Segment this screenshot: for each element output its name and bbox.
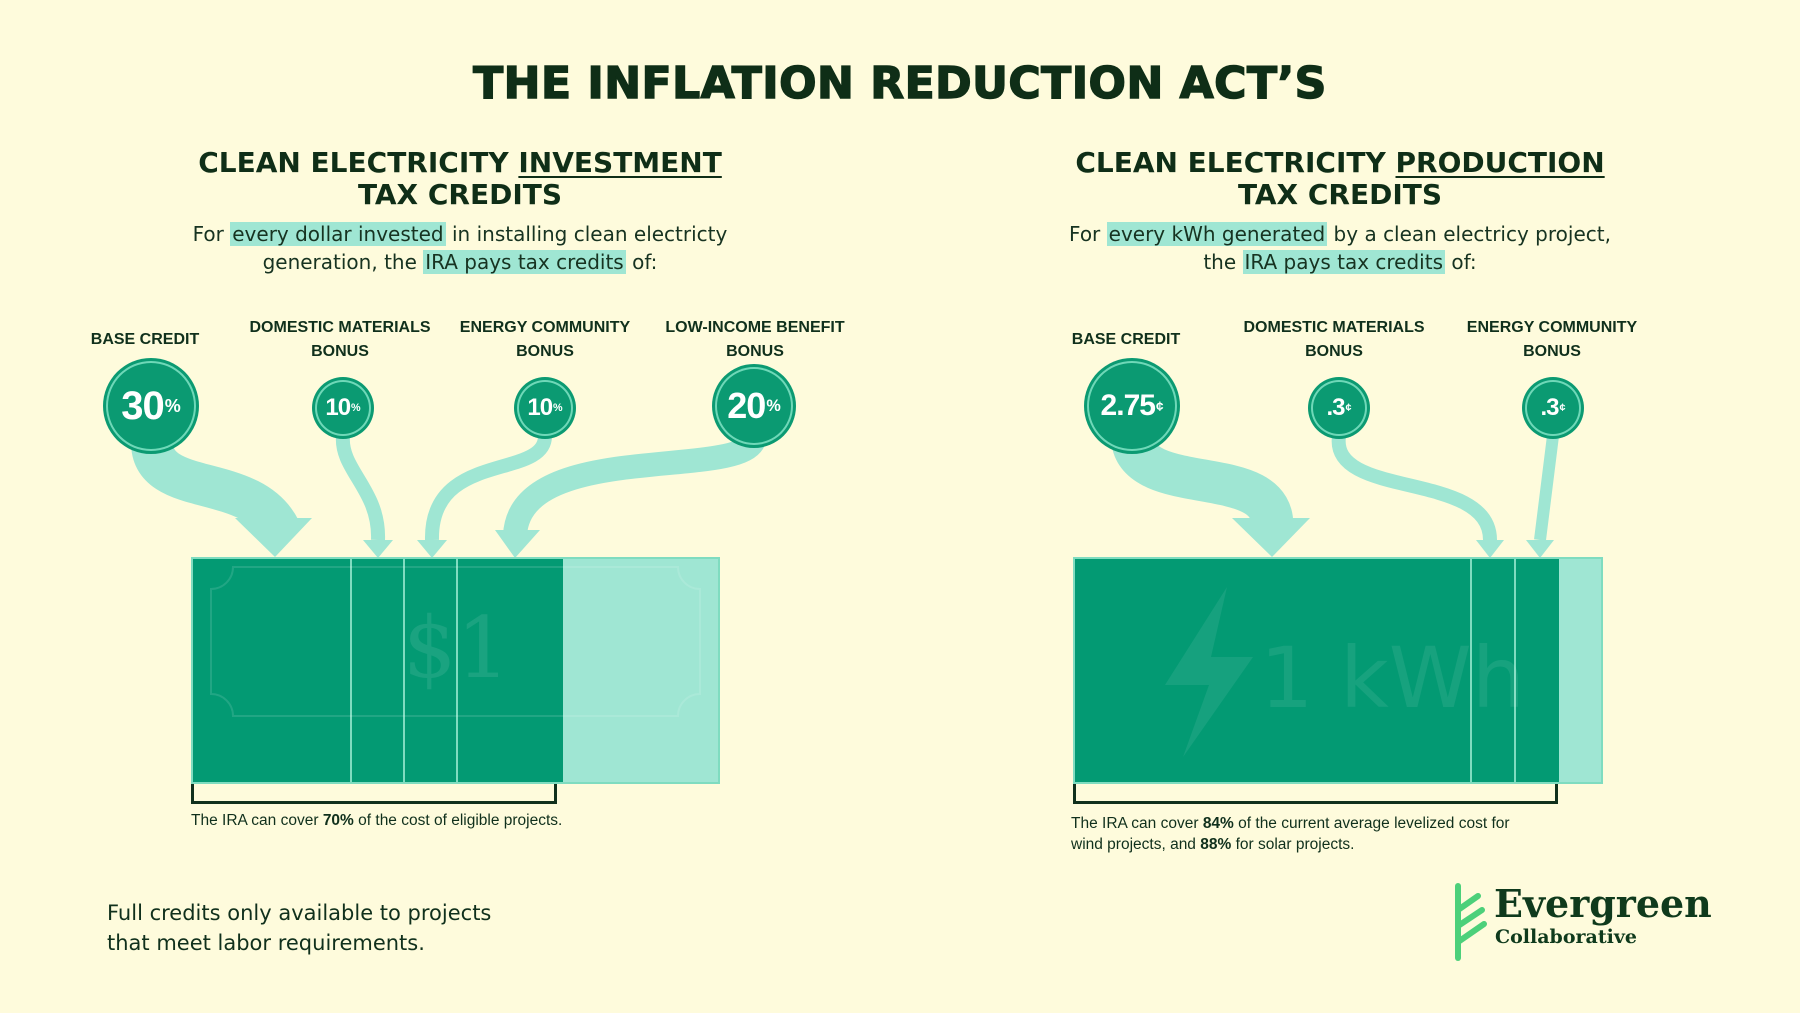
investment-coverage-bracket <box>191 784 557 804</box>
credit-circle-energy-community: .3 ¢ <box>1525 380 1581 436</box>
investment-flow-arrows-icon <box>131 433 766 558</box>
label-line: DOMESTIC MATERIALS <box>1243 319 1425 336</box>
credit-circle-base: 2.75 ¢ <box>1087 361 1177 451</box>
intro-text: of: <box>625 250 658 274</box>
credit-label-base: BASE CREDIT <box>1051 328 1201 352</box>
investment-covered-fill <box>193 559 563 782</box>
label-line: BONUS <box>1305 343 1363 360</box>
production-heading: CLEAN ELECTRICITY PRODUCTION TAX CREDITS <box>1040 147 1640 211</box>
investment-heading: CLEAN ELECTRICITY INVESTMENT TAX CREDITS <box>160 147 760 211</box>
lightning-bolt-icon <box>1165 587 1253 757</box>
production-heading-prefix: CLEAN ELECTRICITY <box>1075 146 1396 179</box>
credit-unit: % <box>351 402 361 414</box>
credit-value: .3 <box>1540 394 1559 421</box>
note-text: The IRA can cover <box>1071 815 1203 832</box>
credit-circle-domestic: .3 ¢ <box>1311 380 1367 436</box>
label-line: LOW-INCOME BENEFIT <box>665 319 845 336</box>
label-line: ENERGY COMMUNITY <box>459 319 631 336</box>
footer-line: that meet labor requirements. <box>107 931 425 955</box>
note-bold: 88% <box>1200 836 1232 853</box>
label-line: BONUS <box>1523 343 1581 360</box>
dollar-watermark: $1 <box>403 599 510 697</box>
credit-unit: ¢ <box>1559 402 1566 414</box>
credit-circle-base: 30% <box>106 361 196 451</box>
production-heading-emphasis: PRODUCTION <box>1395 146 1605 179</box>
credit-value: 20 <box>727 385 766 426</box>
segment-divider <box>1470 559 1472 782</box>
segment-divider <box>1514 559 1516 782</box>
production-covered-fill <box>1075 559 1559 782</box>
note-bold: 84% <box>1202 815 1234 832</box>
segment-divider <box>350 559 352 782</box>
intro-text: in installing clean electricty <box>445 222 728 246</box>
credit-unit: ¢ <box>1345 402 1352 414</box>
credit-unit: % <box>164 395 181 416</box>
label-line: DOMESTIC MATERIALS <box>249 319 431 336</box>
label-line: BASE CREDIT <box>1071 331 1181 348</box>
credit-circle-domestic: 10% <box>315 380 371 436</box>
note-text: of the cost of eligible projects. <box>353 812 563 829</box>
kwh-watermark: 1 kWh <box>1260 629 1526 727</box>
label-line: ENERGY COMMUNITY <box>1466 319 1638 336</box>
intro-text: of: <box>1445 250 1477 274</box>
intro-text: For <box>192 222 231 246</box>
investment-intro: For every dollar invested in installing … <box>140 220 780 276</box>
note-bold: 70% <box>322 812 354 829</box>
labor-requirements-note: Full credits only available to projects … <box>107 898 491 958</box>
page-title: THE INFLATION REDUCTION ACT’S <box>472 57 1327 110</box>
credit-unit: ¢ <box>1155 398 1164 414</box>
credit-value: .3 <box>1326 394 1345 421</box>
production-heading-line2: TAX CREDITS <box>1237 178 1443 211</box>
evergreen-branch-icon <box>1455 883 1487 961</box>
credit-label-base: BASE CREDIT <box>70 328 220 352</box>
credit-unit: % <box>553 402 563 414</box>
intro-text: by a clean electricy project, <box>1327 222 1611 246</box>
production-coverage-bracket <box>1073 784 1558 804</box>
label-line: BONUS <box>516 343 574 360</box>
label-line: BASE CREDIT <box>90 331 200 348</box>
intro-text: the <box>1203 250 1243 274</box>
credit-unit: % <box>766 396 781 415</box>
credit-value: 30 <box>121 383 164 428</box>
logo-name: Evergreen <box>1494 881 1712 926</box>
note-text: for solar projects. <box>1231 836 1355 853</box>
logo-sub: Collaborative <box>1495 926 1637 948</box>
production-intro: For every kWh generated by a clean elect… <box>1020 220 1660 276</box>
investment-heading-emphasis: INVESTMENT <box>518 146 722 179</box>
credit-label-domestic: DOMESTIC MATERIALS BONUS <box>240 316 440 364</box>
credit-label-energy-community: ENERGY COMMUNITY BONUS <box>1452 316 1652 364</box>
segment-divider <box>456 559 458 782</box>
investment-heading-prefix: CLEAN ELECTRICITY <box>198 146 519 179</box>
label-line: BONUS <box>726 343 784 360</box>
intro-highlight: IRA pays tax credits <box>1242 250 1445 274</box>
credit-label-low-income: LOW-INCOME BENEFIT BONUS <box>650 316 860 364</box>
production-flow-arrows-icon <box>1111 434 1559 558</box>
intro-text: generation, the <box>262 250 424 274</box>
credit-label-domestic: DOMESTIC MATERIALS BONUS <box>1234 316 1434 364</box>
evergreen-logo: Evergreen Collaborative <box>1452 882 1712 962</box>
investment-dollar-bar: $1 <box>191 557 720 784</box>
credit-label-energy-community: ENERGY COMMUNITY BONUS <box>445 316 645 364</box>
credit-circle-low-income: 20% <box>715 367 793 445</box>
investment-heading-line2: TAX CREDITS <box>357 178 563 211</box>
intro-highlight: IRA pays tax credits <box>423 250 626 274</box>
label-line: BONUS <box>311 343 369 360</box>
note-text: of the current average levelized cost fo… <box>1233 815 1510 832</box>
intro-highlight: every kWh generated <box>1106 222 1328 246</box>
credit-value: 2.75 <box>1100 389 1156 422</box>
dollar-bill-outline-icon <box>210 566 701 717</box>
note-text: The IRA can cover <box>191 812 323 829</box>
intro-highlight: every dollar invested <box>230 222 446 246</box>
credit-circle-energy-community: 10% <box>517 380 573 436</box>
intro-text: For <box>1069 222 1107 246</box>
credit-value: 10 <box>527 394 553 421</box>
footer-line: Full credits only available to projects <box>107 901 492 925</box>
production-coverage-note: The IRA can cover 84% of the current ave… <box>1071 813 1631 855</box>
credit-value: 10 <box>325 394 351 421</box>
note-text: wind projects, and <box>1071 836 1201 853</box>
production-kwh-bar: 1 kWh <box>1073 557 1603 784</box>
segment-divider <box>403 559 405 782</box>
investment-coverage-note: The IRA can cover 70% of the cost of eli… <box>191 810 751 831</box>
